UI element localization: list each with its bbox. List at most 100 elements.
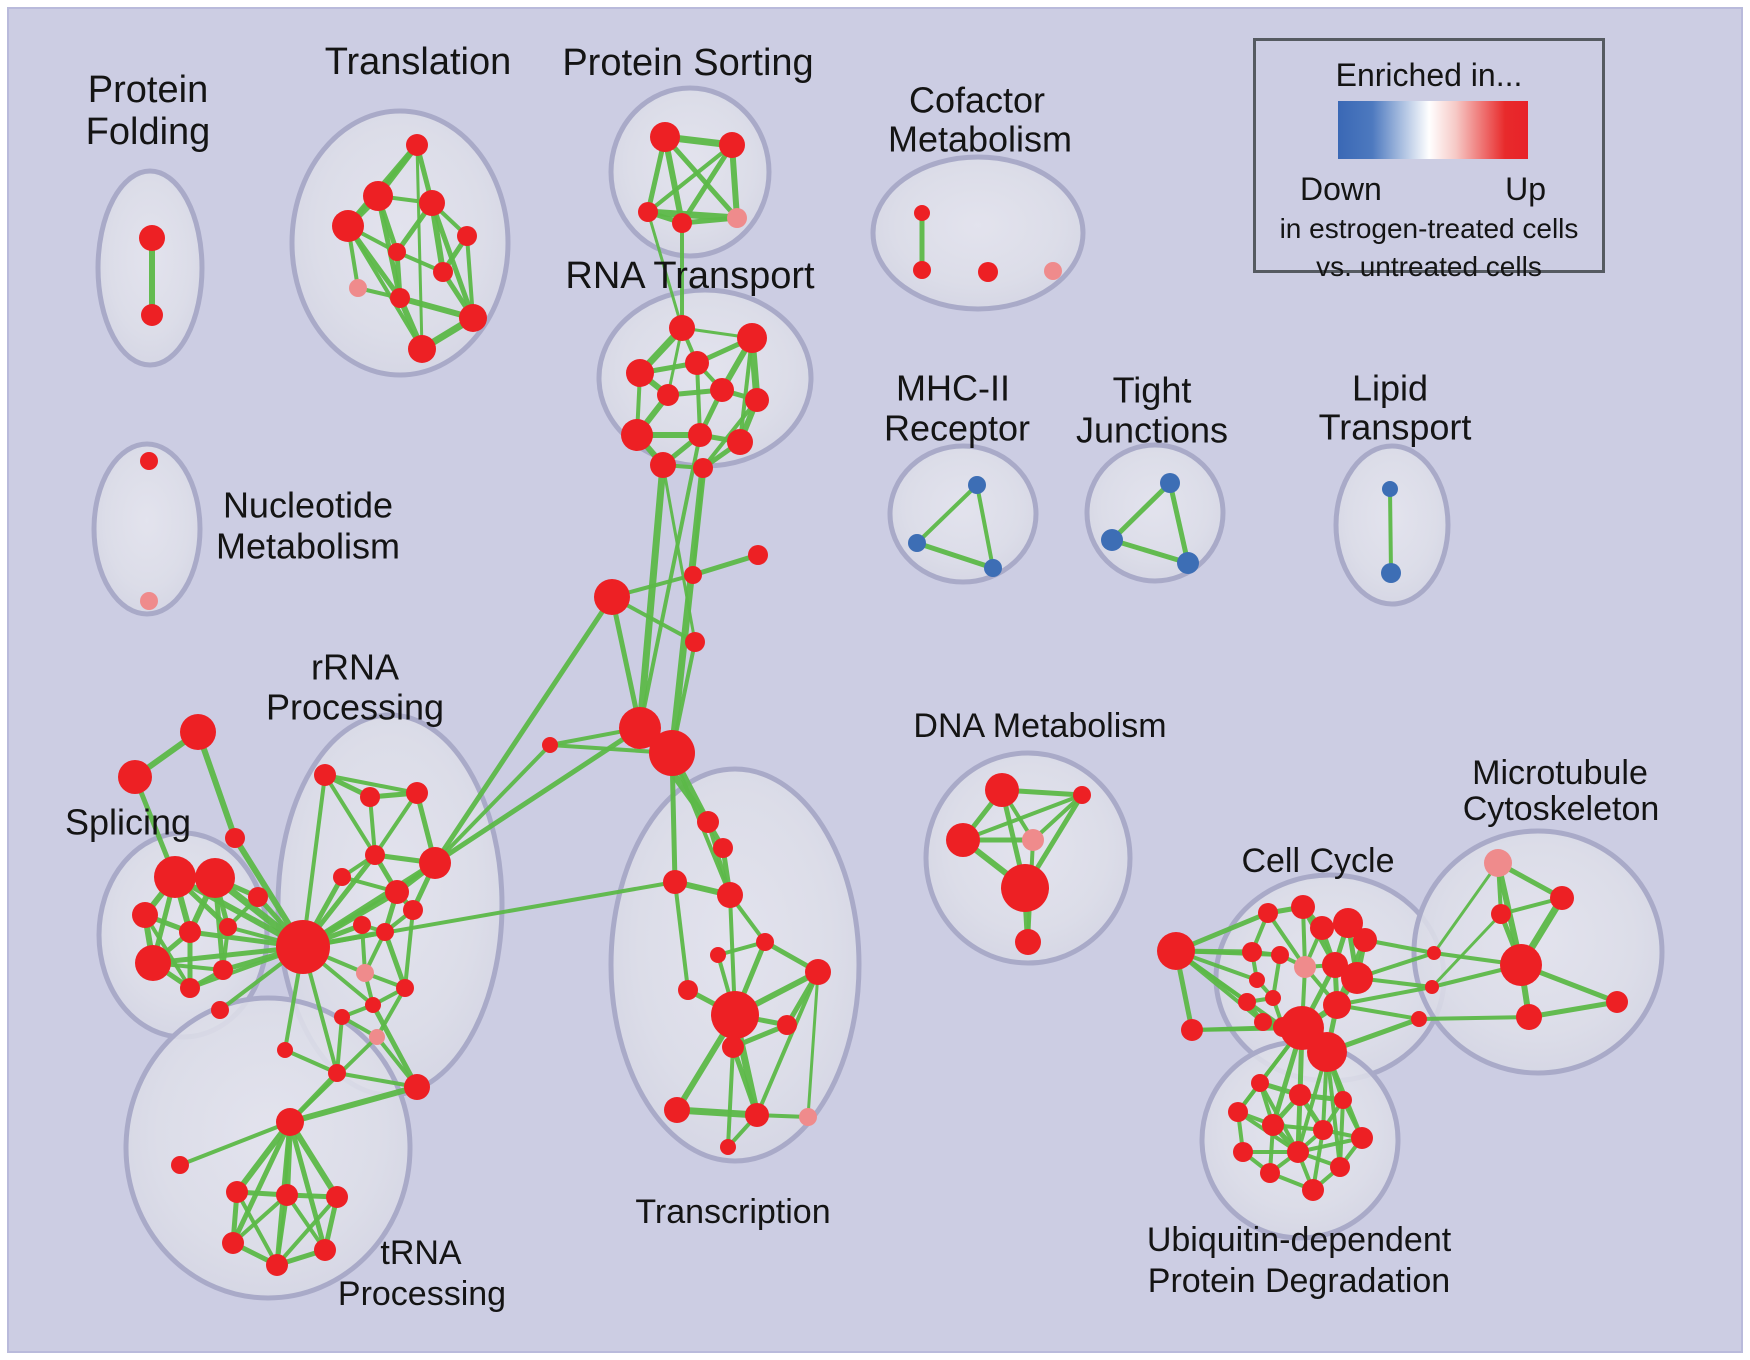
network-node — [140, 592, 158, 610]
network-edge — [335, 1071, 419, 1089]
network-node — [914, 205, 930, 221]
network-node — [626, 359, 654, 387]
network-node — [638, 202, 658, 222]
network-node — [1242, 942, 1262, 962]
network-node — [419, 190, 445, 216]
network-node — [225, 828, 245, 848]
network-node — [1484, 849, 1512, 877]
network-edge — [673, 880, 690, 992]
network-node — [719, 132, 745, 158]
network-edge — [433, 743, 552, 865]
network-node — [406, 134, 428, 156]
network-node — [1101, 529, 1123, 551]
network-node — [1550, 886, 1574, 910]
network-edge — [914, 540, 996, 571]
network-edge — [234, 1119, 293, 1195]
network-node — [669, 315, 695, 341]
network-node — [1258, 903, 1278, 923]
network-node — [135, 945, 171, 981]
network-node — [332, 210, 364, 242]
network-node — [737, 323, 767, 353]
network-node — [385, 880, 409, 904]
network-node — [1302, 1179, 1324, 1201]
network-node — [672, 213, 692, 233]
network-node — [684, 566, 702, 584]
network-edge — [755, 970, 820, 1117]
network-edge — [432, 594, 615, 866]
network-node — [132, 902, 158, 928]
cluster-label-microtubule-cytoskeleton: Cytoskeleton — [1463, 790, 1660, 828]
network-node — [1073, 786, 1091, 804]
cluster-label-protein-sorting: Protein Sorting — [562, 42, 813, 84]
network-node — [154, 856, 196, 898]
cluster-label-tight-junctions: Tight — [1113, 370, 1192, 411]
network-node — [946, 823, 980, 857]
network-node — [365, 845, 385, 865]
network-node — [1287, 1141, 1309, 1163]
network-edge — [335, 1015, 344, 1075]
network-node — [314, 1239, 336, 1261]
cluster-label-mhc-ii-receptor: Receptor — [884, 408, 1030, 449]
network-edge — [1430, 912, 1503, 989]
cluster-ellipse-protein-sorting — [608, 85, 772, 259]
network-node — [710, 947, 726, 963]
network-edge — [283, 1048, 339, 1075]
network-edge — [806, 970, 820, 1119]
network-edge — [323, 773, 419, 795]
cluster-label-mhc-ii-receptor: MHC-II — [896, 368, 1010, 409]
network-node — [619, 707, 661, 749]
network-node — [118, 760, 152, 794]
network-node — [711, 991, 759, 1039]
network-node — [1310, 916, 1334, 940]
network-node — [1313, 1120, 1333, 1140]
cluster-label-cell-cycle: Cell Cycle — [1241, 842, 1394, 880]
network-node — [678, 980, 698, 1000]
network-node — [1353, 928, 1377, 952]
network-edge — [287, 1084, 420, 1125]
network-node — [390, 288, 410, 308]
network-node — [211, 1001, 229, 1019]
network-node — [406, 782, 428, 804]
network-node — [1022, 829, 1044, 851]
network-node — [404, 1074, 430, 1100]
network-node — [621, 419, 653, 451]
network-edge — [726, 1045, 735, 1149]
network-edge — [287, 1119, 328, 1253]
network-node — [365, 997, 381, 1013]
network-edge — [230, 1119, 293, 1246]
network-edge — [1417, 1015, 1531, 1021]
network-node — [353, 916, 371, 934]
network-node — [226, 1181, 248, 1203]
network-node — [1294, 956, 1316, 978]
network-node — [685, 351, 709, 375]
network-node — [433, 262, 453, 282]
cluster-label-dna-metabolism: DNA Metabolism — [913, 707, 1166, 745]
network-edge — [178, 1120, 292, 1167]
network-node — [1265, 990, 1281, 1006]
network-node — [213, 960, 233, 980]
network-node — [388, 243, 406, 261]
network-edge — [195, 729, 238, 841]
network-edge — [382, 929, 408, 991]
network-node — [1181, 1019, 1203, 1041]
network-edge — [1109, 480, 1173, 543]
network-edge — [1167, 480, 1191, 566]
network-node — [180, 714, 216, 750]
network-node — [1500, 944, 1542, 986]
network-node — [1260, 1163, 1280, 1183]
network-edge — [231, 1193, 289, 1245]
network-node — [1251, 1074, 1269, 1092]
network-node — [276, 920, 330, 974]
cluster-ellipse-cofactor-metabolism — [870, 154, 1086, 312]
legend-caption-line2: vs. untreated cells — [1316, 251, 1542, 282]
network-edge — [609, 594, 643, 731]
network-node — [688, 423, 712, 447]
network-edge — [287, 1119, 340, 1200]
cluster-label-lipid-transport: Transport — [1319, 407, 1472, 448]
network-node — [314, 764, 336, 786]
network-node — [396, 979, 414, 997]
network-edge — [403, 908, 415, 990]
network-node — [248, 887, 268, 907]
legend-up-label: Up — [1505, 171, 1546, 207]
